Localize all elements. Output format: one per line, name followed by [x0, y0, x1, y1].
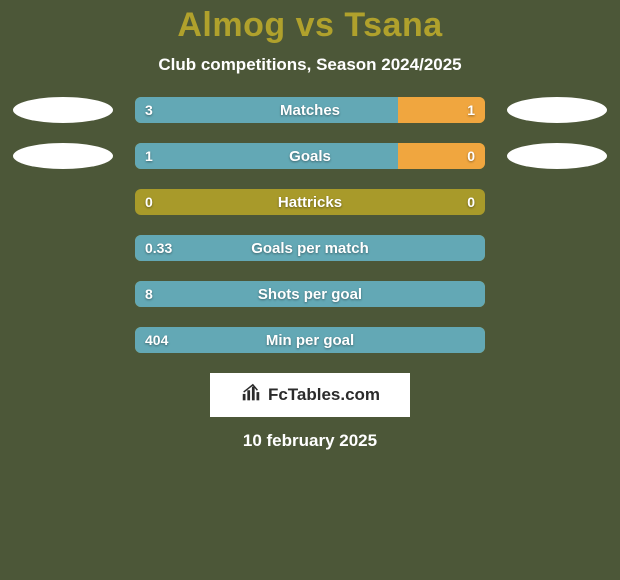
stats-list: Matches31Goals10Hattricks00Goals per mat… [0, 97, 620, 353]
oval-spacer [507, 327, 607, 353]
stat-value-left: 1 [145, 143, 153, 169]
stat-label: Shots per goal [135, 281, 485, 307]
stat-row: Goals1 0 [0, 143, 620, 169]
stat-bar: Matches3 1 [135, 97, 485, 123]
stat-row: Shots per goal8 [0, 281, 620, 307]
oval-spacer [13, 235, 113, 261]
card-date: 10 february 2025 [0, 431, 620, 451]
logo-text: FcTables.com [268, 385, 380, 405]
stat-bar: Min per goal404 [135, 327, 485, 353]
chart-icon [240, 382, 262, 409]
stat-bar: Goals per match0.33 [135, 235, 485, 261]
oval-spacer [13, 281, 113, 307]
stat-bar: Hattricks0 0 [135, 189, 485, 215]
player1-avatar [13, 143, 113, 169]
player2-avatar [507, 143, 607, 169]
stat-label: Matches [135, 97, 485, 123]
stat-row: Hattricks0 0 [0, 189, 620, 215]
stat-label: Goals per match [135, 235, 485, 261]
player1-avatar [13, 97, 113, 123]
player2-avatar [507, 97, 607, 123]
stat-label: Hattricks [135, 189, 485, 215]
stat-value-left: 404 [145, 327, 168, 353]
stat-bar: Goals1 0 [135, 143, 485, 169]
stat-row: Matches3 1 [0, 97, 620, 123]
stat-value-right: 1 [467, 97, 475, 123]
stat-value-left: 8 [145, 281, 153, 307]
stat-value-left: 0 [145, 189, 153, 215]
stat-row: Goals per match0.33 [0, 235, 620, 261]
oval-spacer [507, 235, 607, 261]
stat-value-right: 0 [467, 143, 475, 169]
oval-spacer [507, 189, 607, 215]
stat-label: Goals [135, 143, 485, 169]
player1-name: Almog [177, 6, 285, 44]
comparison-card: Almog vs Tsana Club competitions, Season… [0, 0, 620, 580]
oval-spacer [13, 327, 113, 353]
oval-spacer [13, 189, 113, 215]
stat-row: Min per goal404 [0, 327, 620, 353]
player2-name: Tsana [344, 6, 442, 44]
vs-separator: vs [296, 6, 335, 44]
logo-badge: FcTables.com [210, 373, 410, 417]
stat-value-right: 0 [467, 189, 475, 215]
stat-value-left: 3 [145, 97, 153, 123]
stat-bar: Shots per goal8 [135, 281, 485, 307]
oval-spacer [507, 281, 607, 307]
stat-value-left: 0.33 [145, 235, 172, 261]
card-title: Almog vs Tsana [0, 6, 620, 45]
card-subtitle: Club competitions, Season 2024/2025 [0, 55, 620, 75]
stat-label: Min per goal [135, 327, 485, 353]
